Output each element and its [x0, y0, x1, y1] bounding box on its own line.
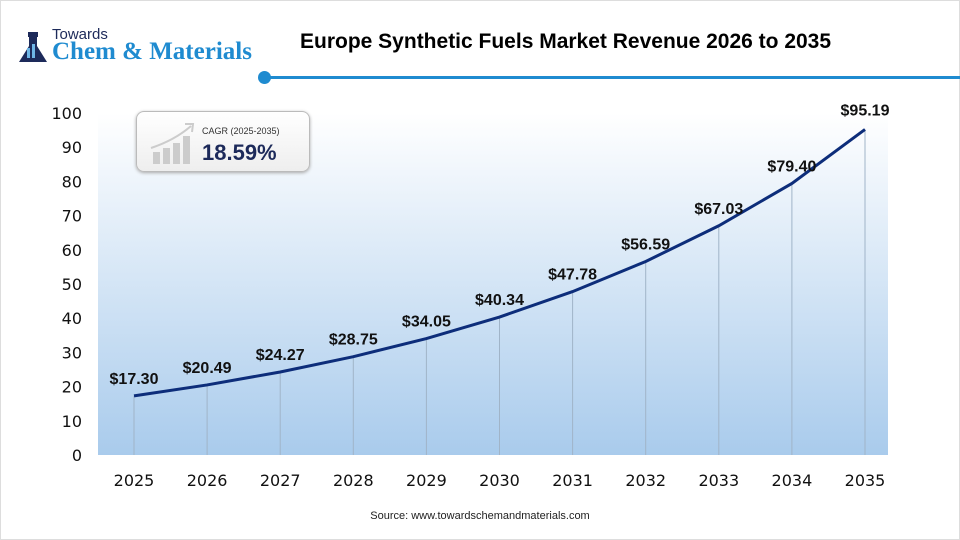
series-line	[133, 128, 866, 398]
y-tick-label: 40	[62, 309, 82, 328]
y-tick-label: 50	[62, 275, 82, 294]
data-label: $17.30	[110, 371, 159, 388]
x-tick-label: 2029	[406, 471, 447, 490]
y-tick-label: 100	[51, 104, 82, 123]
flask-icon	[19, 32, 47, 62]
logo-main-text: Chem & Materials	[52, 38, 252, 65]
y-tick-label: 0	[72, 446, 82, 465]
y-tick-label: 30	[62, 343, 82, 362]
title-dot	[258, 71, 271, 84]
cagr-label: CAGR (2025-2035)	[202, 126, 280, 136]
y-tick-label: 90	[62, 138, 82, 157]
x-tick-label: 2030	[479, 471, 520, 490]
data-label: $20.49	[183, 360, 232, 377]
x-tick-label: 2032	[625, 471, 666, 490]
cagr-box: CAGR (2025-2035) 18.59%	[136, 111, 310, 172]
x-tick-label: 2025	[114, 471, 155, 490]
y-tick-label: 10	[62, 412, 82, 431]
x-tick-label: 2026	[187, 471, 228, 490]
logo-top-text: Towards	[52, 26, 108, 43]
x-tick-label: 2033	[698, 471, 739, 490]
data-label: $67.03	[694, 201, 743, 218]
x-tick-label: 2035	[845, 471, 886, 490]
data-label: $56.59	[621, 236, 670, 253]
data-label: $24.27	[256, 347, 305, 364]
title-rule	[268, 76, 960, 79]
cagr-value: 18.59%	[202, 140, 277, 165]
x-tick-label: 2031	[552, 471, 593, 490]
data-label: $95.19	[841, 102, 890, 119]
y-tick-label: 20	[62, 378, 82, 397]
chart-title: Europe Synthetic Fuels Market Revenue 20…	[300, 30, 832, 53]
growth-chart-icon	[150, 123, 195, 164]
y-tick-label: 60	[62, 241, 82, 260]
x-tick-label: 2028	[333, 471, 374, 490]
data-label: $47.78	[548, 267, 597, 284]
source-note: Source: www.towardschemandmaterials.com	[370, 510, 590, 522]
y-tick-label: 70	[62, 207, 82, 226]
data-label: $40.34	[475, 292, 524, 309]
data-label: $79.40	[767, 158, 816, 175]
y-tick-label: 80	[62, 172, 82, 191]
x-tick-label: 2034	[772, 471, 813, 490]
data-label: $34.05	[402, 314, 451, 331]
x-tick-label: 2027	[260, 471, 301, 490]
data-label: $28.75	[329, 332, 378, 349]
